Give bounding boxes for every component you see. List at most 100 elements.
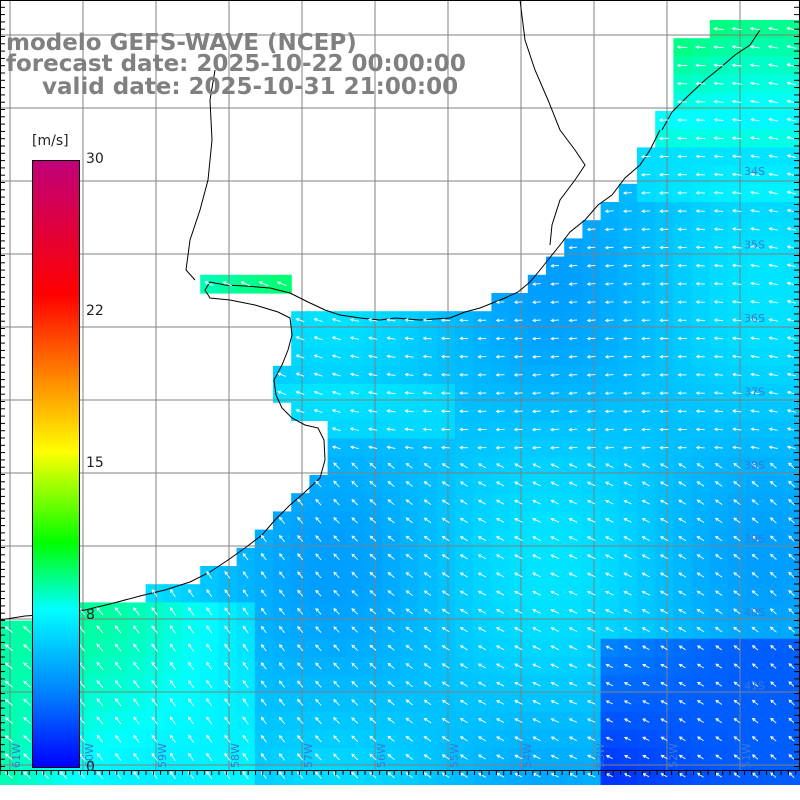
wind-arrow <box>769 571 777 579</box>
wind-arrow <box>568 645 578 651</box>
wind-arrow <box>242 716 249 725</box>
wind-arrow <box>696 536 705 542</box>
wind-arrow <box>440 336 451 341</box>
wind-arrow <box>642 700 650 705</box>
wind-arrow <box>605 554 614 560</box>
wind-arrow <box>351 535 359 542</box>
wind-arrow <box>351 626 359 633</box>
wind-arrow <box>659 463 669 469</box>
wind-cell <box>782 638 800 658</box>
wind-arrow <box>641 481 650 487</box>
wind-arrow <box>641 318 651 323</box>
wind-arrow <box>788 663 795 669</box>
wind-arrow <box>678 608 687 614</box>
wind-arrow <box>188 716 194 725</box>
wind-arrow <box>459 463 468 469</box>
wind-arrow <box>733 736 741 742</box>
wind-arrow <box>260 698 267 706</box>
wind-arrow <box>477 481 487 487</box>
wind-arrow <box>477 445 487 450</box>
wind-arrow <box>514 590 523 596</box>
wind-arrow <box>695 391 705 395</box>
wind-arrow <box>459 681 468 687</box>
wind-arrow <box>279 625 285 634</box>
wind-arrow <box>315 553 322 561</box>
wind-arrow <box>659 209 669 213</box>
wind-arrow <box>659 245 669 250</box>
wind-arrow <box>351 571 359 579</box>
wind-arrow <box>169 716 176 725</box>
wind-arrow <box>441 717 450 724</box>
wind-arrow <box>23 771 32 779</box>
wind-cell <box>782 511 800 531</box>
wind-arrow <box>623 481 632 487</box>
wind-arrow <box>242 552 249 561</box>
wind-arrow <box>713 281 724 286</box>
wind-arrow <box>115 734 122 743</box>
wind-arrow <box>695 81 706 86</box>
wind-arrow <box>751 590 759 597</box>
wind-arrow <box>641 518 650 523</box>
wind-arrow <box>369 735 377 742</box>
wind-arrow <box>297 534 304 542</box>
wind-arrow <box>496 754 505 760</box>
wind-arrow <box>422 354 432 359</box>
wind-arrow <box>459 663 468 669</box>
wind-arrow <box>768 336 778 340</box>
wind-arrow <box>786 26 797 31</box>
wind-arrow <box>496 736 505 742</box>
wind-arrow <box>206 643 213 652</box>
wind-arrow <box>477 609 487 614</box>
wind-arrow <box>568 681 578 687</box>
wind-arrow <box>731 263 742 268</box>
wind-arrow <box>367 409 378 413</box>
wind-arrow <box>678 590 687 596</box>
wind-arrow <box>713 136 724 140</box>
wind-arrow <box>586 300 596 305</box>
wind-arrow <box>751 645 759 651</box>
wind-cell <box>782 748 800 767</box>
wind-arrow <box>624 773 632 778</box>
wind-arrow <box>786 427 796 431</box>
wind-arrow <box>276 281 287 287</box>
wind-arrow <box>788 608 795 615</box>
wind-arrow <box>623 554 632 560</box>
wind-arrow <box>531 409 541 414</box>
wind-arrow <box>751 772 759 778</box>
wind-arrow <box>386 390 396 395</box>
wind-arrow <box>242 661 249 670</box>
wind-arrow <box>404 409 414 413</box>
wind-arrow <box>387 626 395 633</box>
wind-arrow <box>568 264 578 268</box>
wind-arrow <box>713 445 723 450</box>
wind-arrow <box>224 698 231 707</box>
wind-arrow <box>315 644 322 652</box>
wind-arrow <box>260 607 267 615</box>
wind-arrow <box>297 516 304 524</box>
wind-arrow <box>333 626 340 633</box>
wind-arrow <box>713 391 724 395</box>
wind-arrow <box>296 753 304 761</box>
wind-arrow <box>242 589 249 597</box>
wind-arrow <box>767 26 779 31</box>
wind-arrow <box>513 354 523 359</box>
wind-arrow <box>4 626 13 634</box>
wind-arrow <box>23 625 32 634</box>
wind-arrow <box>751 736 759 742</box>
wind-arrow <box>187 625 195 634</box>
wind-arrow <box>677 336 687 341</box>
wind-arrow <box>677 172 687 177</box>
wind-arrow <box>623 718 632 723</box>
wind-arrow <box>695 154 706 159</box>
wind-arrow <box>770 663 777 669</box>
wind-arrow <box>514 609 523 614</box>
wind-arrow <box>731 172 742 177</box>
wind-arrow <box>206 589 213 597</box>
wind-arrow <box>731 99 742 104</box>
wind-arrow <box>568 446 578 450</box>
wind-arrow <box>386 372 396 377</box>
wind-arrow <box>188 698 194 707</box>
wind-arrow <box>695 63 706 68</box>
wind-arrow <box>459 354 469 359</box>
wind-arrow <box>695 427 705 432</box>
